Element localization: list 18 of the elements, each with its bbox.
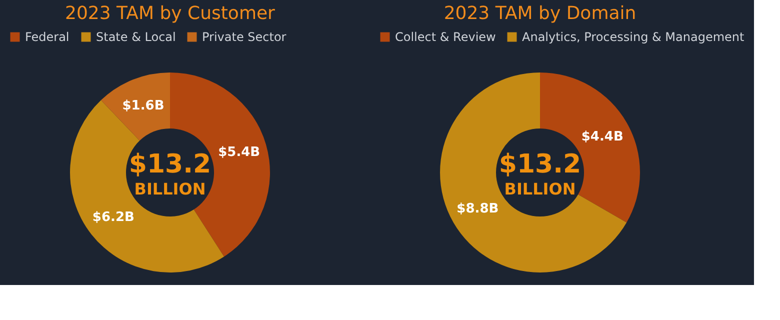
legend-label: Collect & Review — [395, 30, 496, 44]
donut-slice — [100, 72, 170, 141]
data-label: $4.4B — [581, 130, 624, 144]
chart-title: 2023 TAM by Customer — [65, 3, 276, 24]
chart-title: 2023 TAM by Domain — [444, 3, 636, 24]
legend-label: Private Sector — [202, 30, 286, 44]
text: $13.2 — [128, 150, 212, 180]
legend-label: Analytics, Processing & Management — [522, 30, 745, 44]
donut-slice — [440, 72, 627, 272]
legend-label: Federal — [25, 30, 70, 44]
text: BILLION — [504, 180, 576, 198]
legend-label: State & Local — [96, 30, 176, 44]
data-label: $8.8B — [456, 202, 499, 216]
text: BILLION — [134, 180, 206, 198]
data-label: $6.2B — [92, 210, 134, 226]
text: $13.2 — [498, 150, 582, 180]
data-label: $1.6B — [122, 98, 164, 114]
data-label: $5.4B — [218, 145, 260, 160]
